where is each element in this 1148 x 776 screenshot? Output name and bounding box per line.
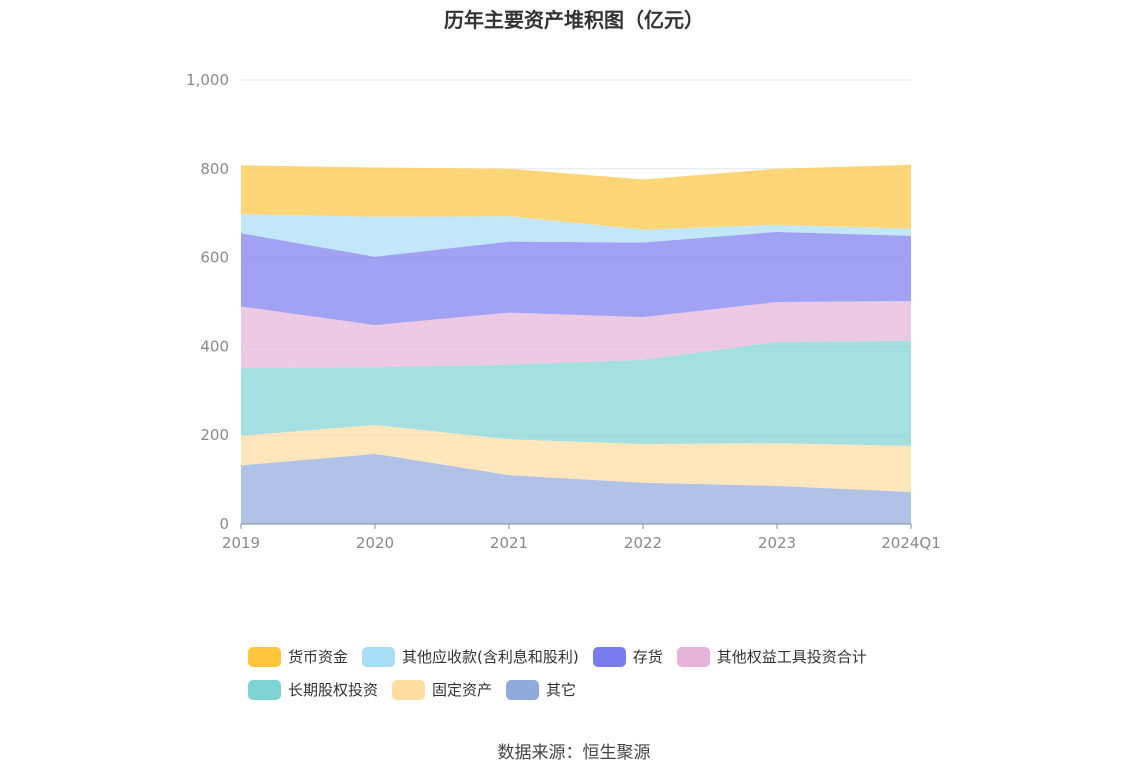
legend: 货币资金 其他应收款(含利息和股利) 存货 其他权益工具投资合计 长期股权投资 … [248, 640, 948, 706]
stacked-area-chart: 0 200 400 600 800 1,000 2019 2020 2021 2022 2023 20… [186, 71, 941, 552]
legend-swatch-other-receivables [362, 646, 396, 667]
legend-swatch-cash [248, 646, 281, 667]
source-note: 数据来源：恒生聚源 [497, 743, 651, 763]
y-tick-label: 0 [219, 515, 229, 533]
legend-item-others[interactable]: 其它 [506, 679, 576, 700]
legend-swatch-long-term-equity [248, 679, 281, 700]
legend-swatch-inventory [592, 646, 626, 667]
area-series [241, 214, 911, 257]
area-series [241, 340, 911, 446]
legend-row-2: 长期股权投资 固定资产 其它 [248, 673, 948, 706]
legend-label-long-term-equity: 长期股权投资 [288, 681, 379, 699]
legend-row-1: 货币资金 其他应收款(含利息和股利) 存货 其他权益工具投资合计 [248, 640, 948, 673]
legend-swatch-fixed-assets [392, 679, 426, 700]
legend-label-fixed-assets: 固定资产 [432, 681, 493, 699]
legend-label-others: 其它 [546, 681, 577, 699]
legend-item-other-receivables[interactable]: 其他应收款(含利息和股利) [362, 646, 579, 667]
legend-label-inventory: 存货 [632, 648, 663, 666]
y-tick-label: 600 [200, 249, 229, 267]
y-tick-label: 800 [200, 160, 229, 178]
y-tick-label: 200 [200, 426, 229, 444]
y-tick-label: 1,000 [186, 71, 229, 89]
y-tick-label: 400 [200, 337, 229, 355]
x-tick-label: 2023 [758, 534, 796, 552]
x-tick-label: 2022 [624, 534, 662, 552]
legend-item-fixed-assets[interactable]: 固定资产 [392, 679, 492, 700]
legend-item-long-term-equity[interactable]: 长期股权投资 [248, 679, 378, 700]
legend-item-other-equity-instruments[interactable]: 其他权益工具投资合计 [676, 646, 867, 667]
x-tick-label: 2024Q1 [881, 534, 941, 552]
legend-label-other-equity-instruments: 其他权益工具投资合计 [716, 648, 867, 666]
x-tick-label: 2021 [490, 534, 528, 552]
x-tick-label: 2019 [222, 534, 260, 552]
area-series [241, 424, 911, 493]
area-series [241, 164, 911, 230]
area-series [241, 453, 911, 524]
area-series [241, 231, 911, 326]
x-tick-label: 2020 [356, 534, 394, 552]
legend-item-inventory[interactable]: 存货 [592, 646, 663, 667]
legend-swatch-other-equity-instruments [676, 646, 710, 667]
area-series [241, 301, 911, 369]
legend-item-cash[interactable]: 货币资金 [248, 646, 348, 667]
chart-title: 历年主要资产堆积图（亿元） [444, 8, 704, 32]
legend-swatch-others [506, 679, 540, 700]
legend-label-other-receivables: 其他应收款(含利息和股利) [402, 648, 579, 666]
legend-label-cash: 货币资金 [288, 648, 349, 666]
